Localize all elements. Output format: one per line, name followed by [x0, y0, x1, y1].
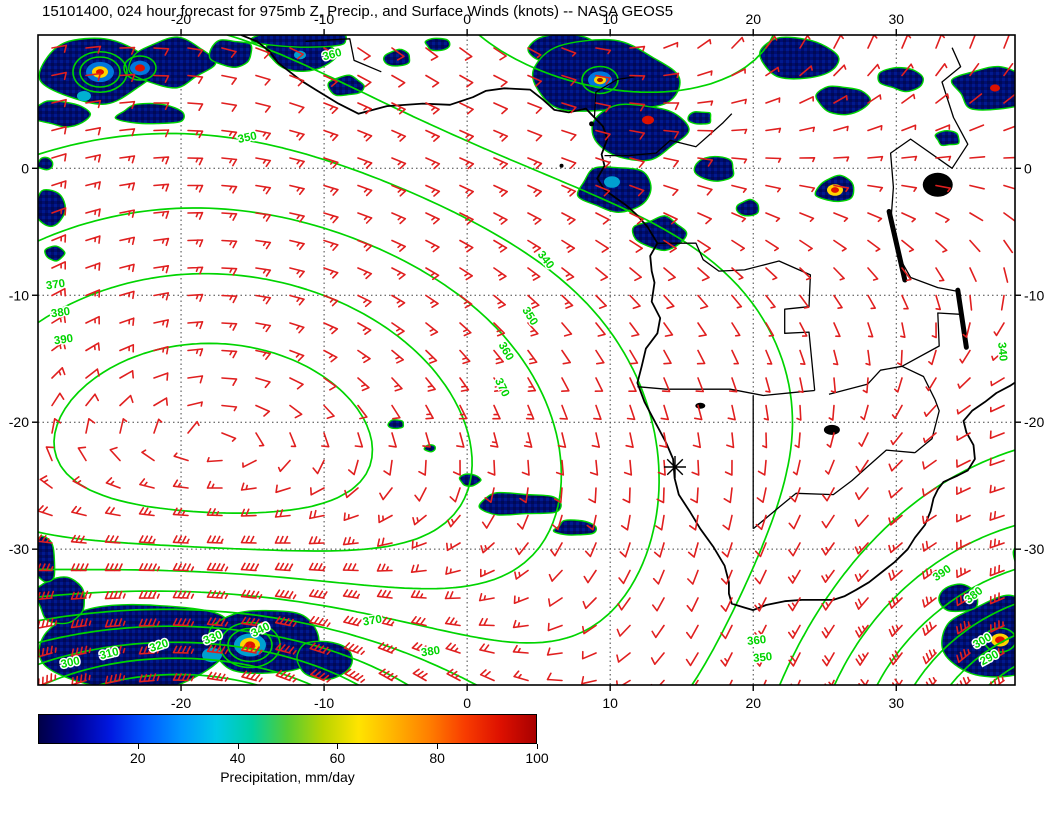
- x-tick-label-bottom: -10: [314, 695, 334, 711]
- x-tick-label-top: 30: [888, 11, 904, 27]
- x-tick-label-top: 0: [463, 11, 471, 27]
- colorbar-tickmark: [237, 744, 239, 749]
- colorbar-tickmark: [137, 744, 139, 749]
- y-tick-label-left: 0: [21, 160, 29, 176]
- y-tick-label-right: -30: [1024, 541, 1044, 557]
- x-tick-label-bottom: 0: [463, 695, 471, 711]
- figure-title: 15101400, 024 hour forecast for 975mb Z,…: [42, 3, 674, 20]
- x-tick-label-bottom: 30: [888, 695, 904, 711]
- colorbar-label: Precipitation, mm/day: [220, 769, 355, 785]
- contour-label: 350: [519, 305, 539, 328]
- map-layers: 3503603403503603703703803903703803403303…: [38, 35, 1015, 685]
- x-tick-label-top: 10: [602, 11, 618, 27]
- y-tick-label-right: 0: [1024, 160, 1032, 176]
- precipitation-shading: [38, 35, 1015, 685]
- contour-labels: 3503603403503603703703803903703803403303…: [44, 45, 1011, 672]
- station-marker: [664, 456, 686, 478]
- contour-label: 350: [237, 130, 258, 146]
- y-tick-label-right: -10: [1024, 287, 1044, 303]
- contour-label: 380: [420, 645, 441, 660]
- colorbar-tickmark: [537, 744, 538, 749]
- x-tick-label-top: 20: [745, 11, 761, 27]
- x-tick-label-top: -10: [314, 11, 334, 27]
- wind-barbs: [38, 35, 1015, 685]
- colorbar-gradient: [38, 714, 537, 744]
- contour-label: 370: [45, 278, 66, 293]
- contour-label: 300: [60, 655, 81, 671]
- colorbar-tickmark: [437, 744, 439, 749]
- y-tick-label-right: -20: [1024, 414, 1044, 430]
- contour-label: 370: [492, 376, 511, 399]
- colorbar-tickmark: [337, 744, 339, 749]
- contour-label: 350: [753, 651, 773, 665]
- contour-label: 360: [747, 634, 767, 648]
- colorbar-tick-label: 20: [130, 750, 146, 766]
- map-canvas: 3503603403503603703703803903703803403303…: [9, 11, 1045, 711]
- y-tick-label-left: -30: [9, 541, 29, 557]
- x-tick-label-bottom: 20: [745, 695, 761, 711]
- colorbar-ticks: 20 40 60 80 100: [38, 744, 549, 766]
- contour-label: 370: [362, 613, 383, 628]
- x-tick-label-bottom: 10: [602, 695, 618, 711]
- contour-label: 340: [535, 249, 556, 272]
- coastline: [240, 35, 1015, 611]
- colorbar-tick-label: 60: [329, 750, 346, 766]
- y-tick-label-left: -10: [9, 287, 29, 303]
- contour-label: 380: [50, 306, 71, 321]
- colorbar-tick-label: 80: [429, 750, 445, 766]
- precipitation-cores: [72, 50, 1015, 669]
- contour-label: 340: [995, 342, 1009, 362]
- colorbar-tick-label: 40: [229, 750, 246, 766]
- x-tick-label-bottom: -20: [171, 695, 191, 711]
- contour-label: 390: [931, 563, 954, 584]
- colorbar-tick-label: 100: [525, 750, 549, 766]
- contour-label: 390: [53, 333, 74, 348]
- x-tick-label-top: -20: [171, 11, 191, 27]
- plot-border: [37, 34, 1016, 686]
- colorbar: 20 40 60 80 100 Precipitation, mm/day: [38, 714, 549, 785]
- y-tick-label-left: -20: [9, 414, 29, 430]
- country-borders: [305, 38, 969, 530]
